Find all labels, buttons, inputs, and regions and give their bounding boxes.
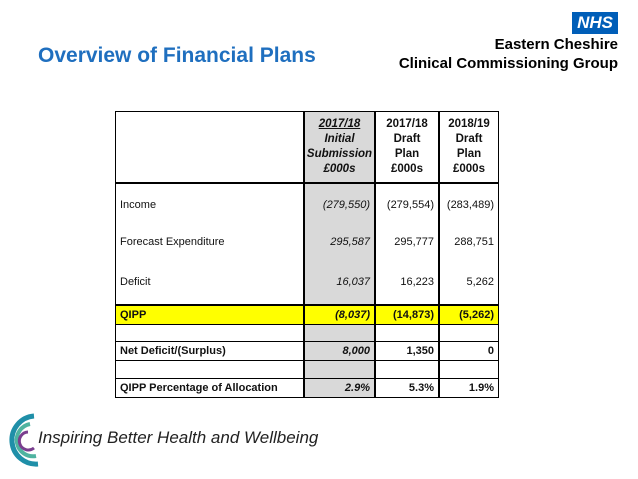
header-line: £000s — [391, 163, 423, 175]
value-cell: (14,873) — [375, 305, 439, 325]
value-cell: 8,000 — [304, 341, 375, 361]
value-cell: (283,489) — [439, 183, 499, 225]
row-label: Net Deficit/(Surplus) — [115, 341, 304, 361]
blank-cell — [304, 325, 375, 341]
value-cell: 5,262 — [439, 259, 499, 305]
header-line: 2018/19 — [448, 118, 490, 130]
header-line: Draft — [393, 133, 421, 145]
header-cell: 2017/18 Initial Submission £000s — [304, 111, 375, 183]
row-label: Deficit — [115, 259, 304, 305]
header-line: 2017/18 — [386, 118, 428, 130]
value-cell: (279,554) — [375, 183, 439, 225]
header-line: Draft — [455, 133, 483, 145]
value-cell: 16,223 — [375, 259, 439, 305]
value-cell: 16,037 — [304, 259, 375, 305]
swirl-logo — [9, 413, 39, 467]
slide-title: Overview of Financial Plans — [38, 44, 316, 67]
header-line: Initial — [324, 133, 355, 145]
org-name: Eastern Cheshire — [494, 36, 618, 53]
blank-cell — [375, 361, 439, 378]
header-cell: 2018/19 Draft Plan £000s — [439, 111, 499, 183]
blank-cell — [439, 325, 499, 341]
header-cell: 2017/18 Draft Plan £000s — [375, 111, 439, 183]
value-cell: (8,037) — [304, 305, 375, 325]
finance-table: 2017/18 Initial Submission £000s 2017/18 Draf… — [115, 111, 500, 398]
value-cell: 5.3% — [375, 378, 439, 398]
value-cell: 1,350 — [375, 341, 439, 361]
value-cell: (279,550) — [304, 183, 375, 225]
blank-cell — [304, 361, 375, 378]
value-cell: 295,777 — [375, 225, 439, 259]
blank-cell — [439, 361, 499, 378]
header-line: Submission — [306, 148, 373, 160]
value-cell: (5,262) — [439, 305, 499, 325]
row-label: QIPP — [115, 305, 304, 325]
blank-cell — [115, 325, 304, 341]
header-line: 2017/18 — [318, 118, 361, 130]
value-cell: 0 — [439, 341, 499, 361]
value-cell: 1.9% — [439, 378, 499, 398]
blank-cell — [375, 325, 439, 341]
header-cell — [115, 111, 304, 183]
header-line: £000s — [323, 163, 356, 175]
value-cell: 295,587 — [304, 225, 375, 259]
row-label: QIPP Percentage of Allocation — [115, 378, 304, 398]
value-cell: 288,751 — [439, 225, 499, 259]
row-label: Income — [115, 183, 304, 225]
tagline: Inspiring Better Health and Wellbeing — [38, 428, 319, 447]
nhs-badge: NHS — [572, 12, 618, 34]
header-line: Plan — [456, 148, 482, 160]
blank-cell — [115, 361, 304, 378]
value-cell: 2.9% — [304, 378, 375, 398]
org-name: Clinical Commissioning Group — [398, 55, 618, 72]
header-line: £000s — [453, 163, 485, 175]
header-line: Plan — [394, 148, 420, 160]
row-label: Forecast Expenditure — [115, 225, 304, 259]
